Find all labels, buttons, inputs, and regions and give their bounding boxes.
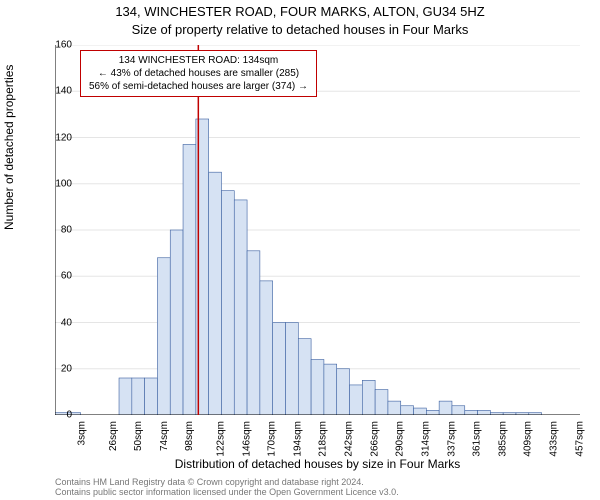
histogram-plot xyxy=(55,45,580,415)
xtick-label: 146sqm xyxy=(241,421,252,457)
x-axis-label: Distribution of detached houses by size … xyxy=(55,457,580,471)
ytick-label: 20 xyxy=(61,363,72,374)
xtick-label: 433sqm xyxy=(549,421,560,457)
annotation-line1: 134 WINCHESTER ROAD: 134sqm xyxy=(89,54,308,67)
xtick-label: 385sqm xyxy=(497,421,508,457)
xtick-label: 74sqm xyxy=(159,421,170,451)
footer-attribution: Contains HM Land Registry data © Crown c… xyxy=(55,478,399,498)
ytick-label: 100 xyxy=(55,178,72,189)
xtick-label: 194sqm xyxy=(292,421,303,457)
xtick-label: 290sqm xyxy=(395,421,406,457)
xtick-label: 50sqm xyxy=(133,421,144,451)
ytick-label: 120 xyxy=(55,132,72,143)
footer-line2: Contains public sector information licen… xyxy=(55,488,399,498)
xtick-label: 361sqm xyxy=(472,421,483,457)
ytick-label: 160 xyxy=(55,40,72,51)
ytick-label: 0 xyxy=(66,410,72,421)
xtick-label: 3sqm xyxy=(76,421,87,445)
xtick-label: 409sqm xyxy=(523,421,534,457)
xtick-label: 218sqm xyxy=(318,421,329,457)
xtick-label: 122sqm xyxy=(216,421,227,457)
ytick-label: 60 xyxy=(61,271,72,282)
annotation-box: 134 WINCHESTER ROAD: 134sqm ← 43% of det… xyxy=(80,50,317,97)
ytick-label: 40 xyxy=(61,317,72,328)
annotation-line3: 56% of semi-detached houses are larger (… xyxy=(89,80,308,93)
xtick-label: 242sqm xyxy=(344,421,355,457)
y-axis-label: Number of detached properties xyxy=(2,65,16,230)
xtick-label: 337sqm xyxy=(446,421,457,457)
xtick-label: 266sqm xyxy=(369,421,380,457)
xtick-label: 26sqm xyxy=(108,421,119,451)
xtick-label: 457sqm xyxy=(574,421,585,457)
annotation-line2: ← 43% of detached houses are smaller (28… xyxy=(89,67,308,80)
chart-title-line1: 134, WINCHESTER ROAD, FOUR MARKS, ALTON,… xyxy=(0,4,600,19)
xtick-label: 170sqm xyxy=(267,421,278,457)
xtick-label: 314sqm xyxy=(421,421,432,457)
chart-title-line2: Size of property relative to detached ho… xyxy=(0,22,600,37)
xtick-label: 98sqm xyxy=(184,421,195,451)
ytick-label: 140 xyxy=(55,86,72,97)
ytick-label: 80 xyxy=(61,225,72,236)
